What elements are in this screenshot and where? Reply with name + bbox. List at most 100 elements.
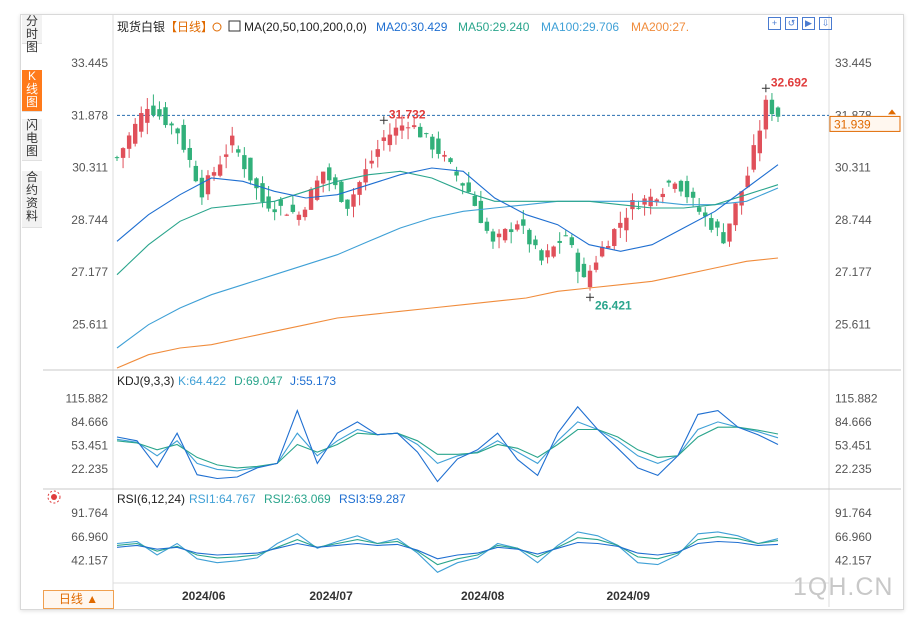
- reset-icon[interactable]: ↺: [785, 17, 798, 30]
- candle-body: [126, 135, 132, 149]
- date-tick: 2024/07: [309, 589, 353, 603]
- candle-body: [242, 155, 247, 170]
- candle-body: [527, 229, 532, 245]
- ma50-line: [116, 170, 779, 276]
- candle-body: [727, 223, 732, 242]
- period-selector-button[interactable]: 日线 ▲: [43, 590, 114, 609]
- price-tick-right: 28.744: [835, 213, 872, 227]
- price-tick-right: 33.445: [835, 56, 872, 70]
- candle-body: [496, 233, 502, 238]
- candle-body: [120, 148, 126, 158]
- kdj-axis: 115.882 115.882 84.666 84.666 53.451 53.451 22…: [66, 392, 878, 477]
- ma200-value: MA200:27.: [631, 20, 689, 34]
- date-tick: 2024/06: [182, 589, 226, 603]
- candle-body: [393, 127, 399, 136]
- ma20-value: MA20:30.429: [376, 20, 448, 34]
- rsi2-value: RSI2:63.069: [264, 492, 331, 506]
- rsi-rsi3-line: [116, 540, 779, 560]
- date-axis: 2024/06 2024/07 2024/08 2024/09: [182, 589, 650, 603]
- candle-body: [460, 183, 465, 186]
- candle-body: [375, 149, 380, 157]
- candle-body: [193, 165, 199, 182]
- annotation-label: 31.732: [389, 107, 426, 121]
- candle-body: [587, 270, 593, 288]
- candle-body: [314, 180, 320, 200]
- price-tick-left: 31.878: [71, 108, 108, 122]
- candle-body: [612, 229, 617, 247]
- zoom-in-icon[interactable]: +: [768, 17, 781, 30]
- ma100-value: MA100:29.706: [541, 20, 619, 34]
- candle-body: [132, 123, 138, 144]
- rsi-tick-left: 66.960: [71, 530, 108, 544]
- rsi-tick-right: 42.157: [835, 554, 872, 568]
- candle-body: [654, 199, 659, 203]
- candle-body: [260, 183, 265, 202]
- candle-body: [448, 158, 453, 163]
- candle-body: [145, 108, 150, 123]
- kdj-tick-left: 84.666: [71, 415, 108, 429]
- candle-body: [666, 180, 672, 183]
- period-label: 【日线】: [165, 20, 213, 34]
- rsi-axis: 91.764 91.764 66.960 66.960 42.157 42.157: [71, 506, 872, 568]
- candle-body: [478, 200, 484, 223]
- tab-timeshare[interactable]: 分时图: [22, 15, 42, 54]
- candle-body: [339, 181, 344, 202]
- candle-body: [308, 189, 314, 210]
- kdj-tick-left: 22.235: [71, 462, 108, 476]
- candle-body: [139, 113, 144, 132]
- candle-body: [466, 182, 471, 192]
- kdj-label: KDJ(9,3,3): [117, 374, 174, 388]
- candle-body: [745, 175, 750, 188]
- date-tick: 2024/09: [607, 589, 651, 603]
- kdj-header: KDJ(9,3,3) K:64.422 D:69.047 J:55.173: [117, 374, 336, 388]
- candle-body: [569, 237, 575, 246]
- candle-body: [430, 136, 435, 150]
- rsi1-value: RSI1:64.767: [189, 492, 256, 506]
- candle-body: [508, 229, 514, 233]
- candle-body: [739, 191, 744, 206]
- candle-body: [551, 246, 556, 257]
- last-price-value: 31.939: [834, 117, 871, 131]
- rsi-lines: [116, 531, 779, 573]
- tab-lightning[interactable]: 闪电图: [22, 119, 42, 161]
- rsi3-value: RSI3:59.287: [339, 492, 406, 506]
- candle-body: [387, 134, 393, 146]
- candle-body: [157, 109, 162, 117]
- candle-body: [709, 218, 714, 230]
- kdj-tick-right: 53.451: [835, 439, 872, 453]
- kdj-tick-left: 115.882: [66, 392, 109, 406]
- candle-body: [236, 149, 241, 153]
- rsi-header: RSI(6,12,24) RSI1:64.767 RSI2:63.069 RSI…: [47, 490, 406, 506]
- export-icon[interactable]: ⇩: [819, 17, 832, 30]
- candle-body: [769, 99, 775, 115]
- settings-icon[interactable]: [212, 22, 222, 32]
- sun-icon[interactable]: [47, 490, 61, 504]
- rsi-tick-left: 42.157: [71, 554, 108, 568]
- candle-body: [490, 231, 496, 242]
- play-icon[interactable]: ▶: [802, 17, 815, 30]
- candle-body: [205, 175, 211, 195]
- candle-body: [539, 250, 544, 261]
- kdj-tick-right: 115.882: [835, 392, 878, 406]
- kdj-j-value: J:55.173: [290, 374, 336, 388]
- ma-toggle-icon[interactable]: [228, 20, 241, 32]
- ma200-line: [116, 257, 779, 369]
- candle-body: [672, 183, 678, 189]
- candle-body: [678, 180, 684, 192]
- kdj-tick-right: 84.666: [835, 415, 872, 429]
- candle-body: [254, 178, 259, 189]
- candle-body: [515, 224, 520, 230]
- candle-body: [411, 125, 417, 128]
- candle-body: [733, 203, 738, 226]
- candle-body: [302, 209, 308, 218]
- candle-body: [223, 154, 229, 157]
- candle-body: [399, 125, 405, 131]
- candle-body: [606, 245, 611, 249]
- candle-body: [284, 214, 289, 216]
- tab-contract-info[interactable]: 合约资料: [22, 171, 42, 228]
- kdj-lines: [116, 405, 779, 483]
- candle-body: [169, 123, 174, 126]
- ma100-line: [116, 187, 779, 349]
